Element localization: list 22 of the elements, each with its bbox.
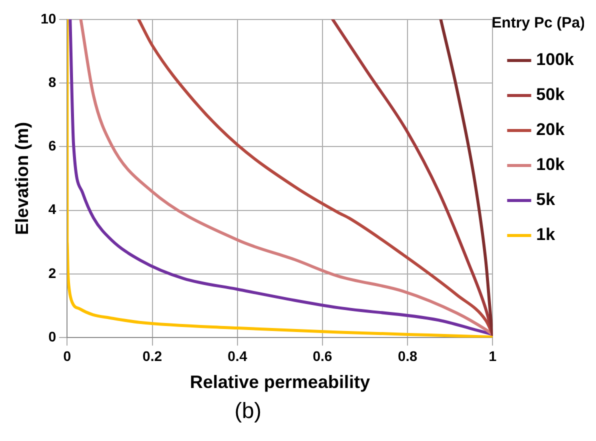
x-axis-title: Relative permeability [190,372,370,392]
y-tick-label: 4 [48,201,56,218]
legend-label: 50k [536,85,566,104]
legend-label: 20k [536,120,566,140]
x-tick-label: 0 [63,348,72,364]
x-tick-label: 0.6 [312,348,332,364]
y-tick-label: 8 [48,74,56,90]
y-tick-label: 10 [40,10,56,26]
y-axis-title: Elevation (m) [12,122,32,236]
y-tick-label: 2 [48,264,56,281]
legend-label: 5k [536,190,556,210]
x-tick-label: 0.4 [228,348,248,364]
x-tick-label: 0.8 [398,348,418,364]
y-tick-label: 0 [48,328,56,344]
y-tick-label: 6 [48,138,56,154]
legend-label: 10k [536,155,566,174]
legend-label: 1k [536,225,556,244]
legend-label: 100k [536,50,575,70]
legend-title: Entry Pc (Pa) [492,14,586,32]
x-tick-label: 1 [488,348,497,364]
x-tick-label: 0.2 [142,348,162,364]
text: (b) [234,398,262,424]
